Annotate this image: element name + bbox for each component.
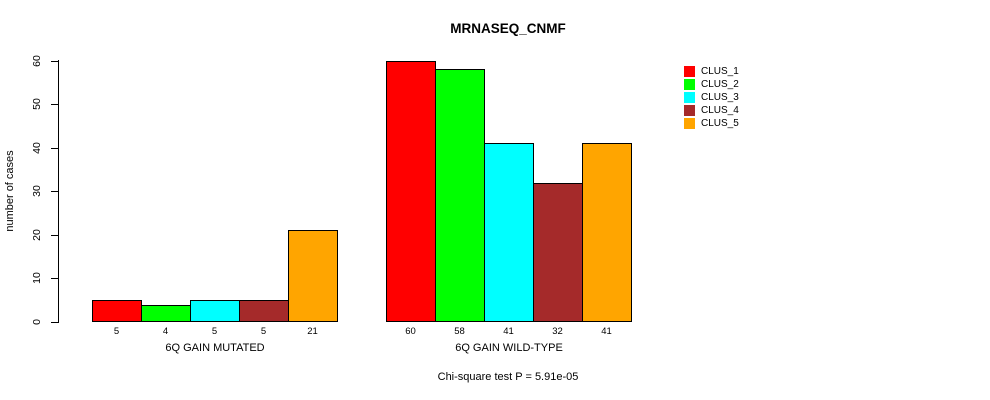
bar-value-label: 5 bbox=[211, 326, 218, 337]
bar-value-label: 41 bbox=[503, 326, 514, 337]
bar-value-label: 5 bbox=[113, 326, 120, 337]
legend-item: CLUS_1 bbox=[684, 65, 739, 78]
bar bbox=[582, 143, 632, 322]
chi-square-annotation: Chi-square test P = 5.91e-05 bbox=[437, 371, 579, 383]
legend-label: CLUS_2 bbox=[701, 79, 739, 90]
bar-value-label: 58 bbox=[454, 326, 465, 337]
legend-item: CLUS_3 bbox=[684, 91, 739, 104]
y-axis-label: number of cases bbox=[4, 150, 16, 232]
bar-value-label: 5 bbox=[260, 326, 267, 337]
y-tick-label: 40 bbox=[31, 142, 43, 154]
y-tick bbox=[51, 278, 58, 279]
bar bbox=[533, 183, 583, 322]
legend-swatch bbox=[684, 66, 695, 77]
legend-item: CLUS_4 bbox=[684, 104, 739, 117]
y-tick bbox=[51, 235, 58, 236]
legend-swatch bbox=[684, 79, 695, 90]
legend-label: CLUS_5 bbox=[701, 118, 739, 129]
y-tick-label: 20 bbox=[31, 229, 43, 241]
legend-swatch bbox=[684, 92, 695, 103]
y-tick-label: 60 bbox=[31, 55, 43, 67]
legend-label: CLUS_1 bbox=[701, 66, 739, 77]
y-tick bbox=[51, 61, 58, 62]
bar bbox=[386, 61, 436, 322]
bar bbox=[141, 305, 191, 322]
y-tick-label: 0 bbox=[31, 319, 43, 325]
y-tick bbox=[51, 104, 58, 105]
bar bbox=[288, 230, 338, 322]
y-tick bbox=[51, 322, 58, 323]
group-label: 6Q GAIN WILD-TYPE bbox=[455, 342, 563, 354]
y-tick-label: 10 bbox=[31, 272, 43, 284]
bar bbox=[239, 300, 289, 322]
legend-swatch bbox=[684, 105, 695, 116]
y-tick-label: 30 bbox=[31, 185, 43, 197]
y-axis-line bbox=[58, 60, 59, 323]
bar bbox=[435, 69, 485, 322]
legend-item: CLUS_2 bbox=[684, 78, 739, 91]
legend-swatch bbox=[684, 118, 695, 129]
bar bbox=[190, 300, 240, 322]
y-tick bbox=[51, 148, 58, 149]
bar-value-label: 32 bbox=[552, 326, 563, 337]
legend-item: CLUS_5 bbox=[684, 117, 739, 130]
bar bbox=[92, 300, 142, 322]
legend: CLUS_1 CLUS_2 CLUS_3 CLUS_4 CLUS_5 bbox=[684, 65, 739, 130]
bar-value-label: 60 bbox=[405, 326, 416, 337]
group-label: 6Q GAIN MUTATED bbox=[165, 342, 265, 354]
y-tick-label: 50 bbox=[31, 98, 43, 110]
bar-value-label: 41 bbox=[601, 326, 612, 337]
chart-title: MRNASEQ_CNMF bbox=[450, 21, 566, 36]
legend-label: CLUS_3 bbox=[701, 92, 739, 103]
legend-label: CLUS_4 bbox=[701, 105, 739, 116]
bar bbox=[484, 143, 534, 322]
y-tick bbox=[51, 191, 58, 192]
bar-value-label: 21 bbox=[307, 326, 318, 337]
bar-value-label: 4 bbox=[162, 326, 169, 337]
